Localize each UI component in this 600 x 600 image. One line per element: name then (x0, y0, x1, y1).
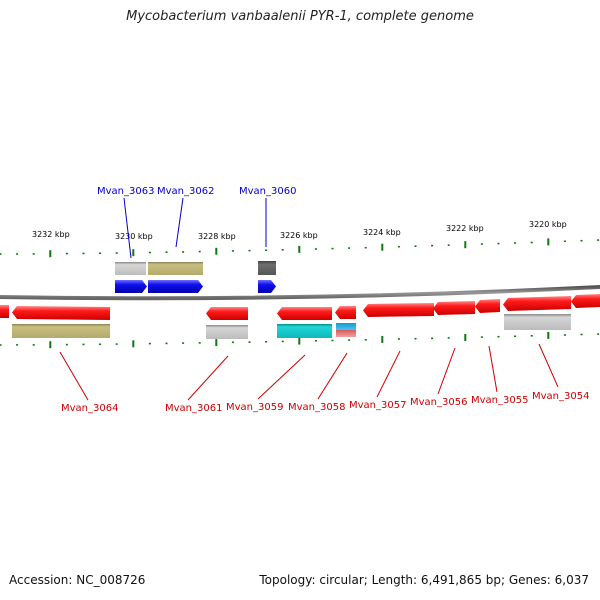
feature-olive-3062[interactable] (148, 262, 203, 275)
gene-label-mvan-3062[interactable]: Mvan_3062 (157, 186, 214, 197)
cds-reverse-3058[interactable] (335, 306, 356, 319)
gene-label-mvan-3059[interactable]: Mvan_3059 (226, 402, 283, 413)
accession-text: Accession: NC_008726 (9, 573, 146, 587)
inner-scale-ticks (0, 331, 600, 349)
leader-line-3064 (59, 351, 89, 401)
outer-scale-ticks (0, 238, 600, 258)
feature-sky-3058[interactable] (336, 323, 356, 330)
gene-label-mvan-3060[interactable]: Mvan_3060 (239, 186, 296, 197)
cds-reverse-partial-left[interactable] (0, 305, 9, 318)
gene-label-mvan-3063[interactable]: Mvan_3063 (97, 186, 154, 197)
feature-pink-3058[interactable] (336, 330, 356, 337)
gene-label-mvan-3064[interactable]: Mvan_3064 (61, 403, 118, 414)
cds-reverse-3064[interactable] (12, 306, 110, 320)
cds-reverse-3055[interactable] (475, 299, 500, 313)
leader-line-3061 (187, 355, 229, 401)
cds-forward-3063[interactable] (115, 280, 147, 293)
scale-label-3226: 3226 kbp (280, 231, 318, 240)
cds-reverse-3057[interactable] (363, 303, 434, 317)
feature-gray-3061[interactable] (206, 325, 248, 339)
cds-reverse-3059[interactable] (277, 307, 332, 320)
cds-forward-3062[interactable] (148, 280, 203, 293)
scale-label-3230: 3230 kbp (115, 232, 153, 241)
cds-reverse-3056[interactable] (433, 301, 475, 315)
leader-line-3055 (488, 345, 498, 393)
gene-label-mvan-3056[interactable]: Mvan_3056 (410, 397, 467, 408)
leader-line-3054 (538, 343, 559, 388)
leader-line-3056 (437, 347, 456, 395)
scale-label-3224: 3224 kbp (363, 228, 401, 237)
gene-label-mvan-3057[interactable]: Mvan_3057 (349, 400, 406, 411)
scale-label-3228: 3228 kbp (198, 232, 236, 241)
scale-label-3232: 3232 kbp (32, 230, 70, 239)
scale-label-3220: 3220 kbp (529, 220, 567, 229)
gene-label-mvan-3061[interactable]: Mvan_3061 (165, 403, 222, 414)
cds-reverse-partial-right[interactable] (571, 294, 600, 308)
genome-backbone (0, 285, 600, 301)
leader-line-3059 (257, 354, 306, 400)
genome-stats-text: Topology: circular; Length: 6,491,865 bp… (259, 573, 589, 587)
feature-cyan-3059[interactable] (277, 324, 332, 338)
gene-label-mvan-3054[interactable]: Mvan_3054 (532, 391, 589, 402)
cds-reverse-3061[interactable] (206, 307, 248, 320)
cds-reverse-3054[interactable] (503, 296, 571, 311)
leader-line-3063 (123, 197, 132, 259)
leader-line-3062 (175, 197, 184, 248)
gene-label-mvan-3058[interactable]: Mvan_3058 (288, 402, 345, 413)
feature-gray-3054[interactable] (504, 314, 571, 330)
feature-dark-3060[interactable] (258, 261, 276, 275)
cds-forward-3060[interactable] (258, 280, 276, 293)
leader-line-3058 (317, 352, 348, 400)
feature-olive-3064[interactable] (12, 324, 110, 338)
gene-label-mvan-3055[interactable]: Mvan_3055 (471, 395, 528, 406)
feature-gray-3063[interactable] (115, 262, 146, 275)
scale-label-3222: 3222 kbp (446, 224, 484, 233)
leader-line-3057 (376, 350, 401, 398)
page-title: Mycobacterium vanbaalenii PYR-1, complet… (126, 9, 474, 24)
